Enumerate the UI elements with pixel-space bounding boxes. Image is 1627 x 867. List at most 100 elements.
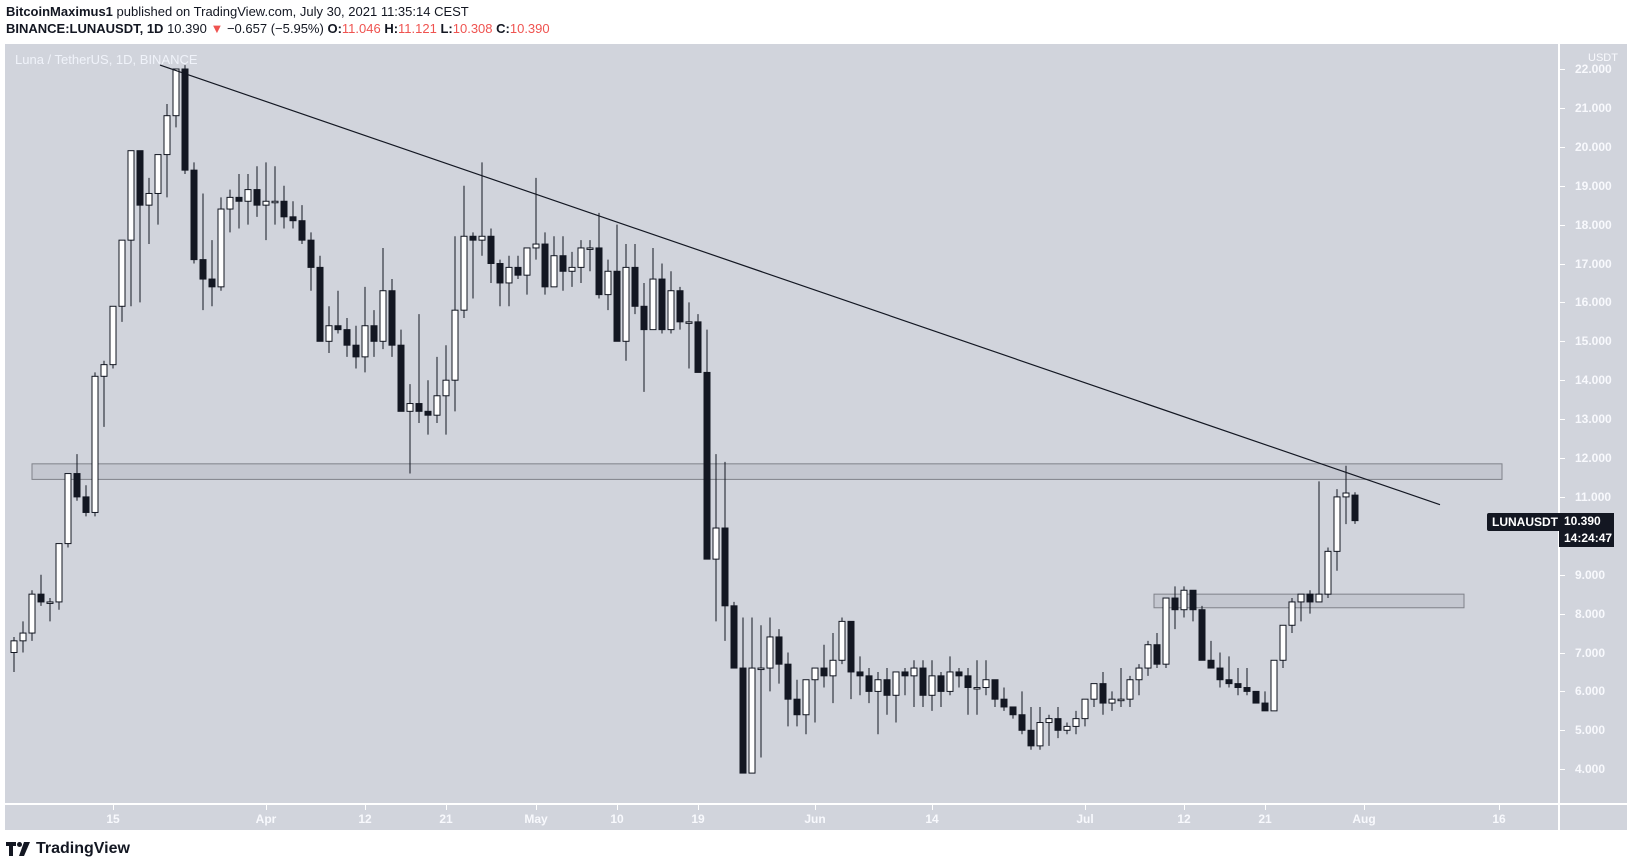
bullish-candle [1279, 624, 1287, 661]
symbol-info: BINANCE:LUNAUSDT, 1D 10.390 ▼ −0.657 (−5… [6, 21, 550, 36]
author-name[interactable]: BitcoinMaximus1 [6, 4, 113, 19]
bearish-candle [496, 263, 504, 284]
bearish-candle [1153, 644, 1161, 665]
time-tick [698, 805, 699, 810]
currency-label: USDT [1588, 52, 1618, 64]
price-tick [1560, 613, 1565, 615]
high-value: 11.121 [398, 21, 437, 36]
time-axis-label: Jun [804, 812, 826, 826]
bearish-candle [1054, 718, 1062, 731]
bullish-candle [622, 266, 630, 342]
price-tick [1560, 380, 1565, 382]
bullish-candle [829, 659, 837, 677]
bearish-candle [847, 620, 855, 673]
bullish-candle [1324, 550, 1332, 595]
bullish-candle [262, 200, 270, 206]
bearish-candle [1099, 683, 1107, 704]
publish-info: BitcoinMaximus1 published on TradingView… [6, 4, 469, 19]
price-tick [1560, 652, 1565, 654]
bullish-candle [379, 290, 387, 342]
bullish-candle [838, 620, 846, 661]
last-price-value: 10.390 [1564, 514, 1601, 528]
bearish-candle [694, 321, 702, 373]
price-axis-label: 15.000 [1575, 334, 1612, 349]
bullish-candle [478, 235, 486, 241]
bullish-candle [1315, 593, 1323, 603]
price-tick [1560, 302, 1565, 304]
bearish-candle [613, 270, 621, 342]
time-tick [1364, 805, 1365, 810]
price-tick [1560, 263, 1565, 265]
time-tick [1085, 805, 1086, 810]
bullish-candle [361, 325, 369, 358]
time-axis-label: 10 [610, 812, 624, 826]
bearish-candle [559, 255, 567, 272]
bullish-candle [1036, 722, 1044, 747]
bullish-candle [10, 640, 18, 654]
time-axis-divider [5, 803, 1627, 805]
low-label: L: [440, 21, 453, 36]
bullish-candle [685, 321, 693, 324]
resistance-zone [31, 463, 1503, 480]
bullish-candle [325, 325, 333, 342]
bearish-candle [964, 675, 972, 689]
bearish-candle [1234, 683, 1242, 689]
bearish-candle [658, 278, 666, 331]
price-axis-label: 20.000 [1575, 139, 1612, 154]
high-label: H: [384, 21, 399, 36]
bearish-candle [820, 667, 828, 677]
time-axis-label: 16 [1492, 812, 1506, 826]
bearish-candle [199, 259, 207, 280]
bullish-candle [1126, 679, 1134, 700]
bearish-candle [991, 679, 999, 700]
time-tick [1184, 805, 1185, 810]
down-arrow-icon: ▼ [210, 21, 224, 36]
bearish-candle [1216, 667, 1224, 681]
bearish-candle [514, 266, 522, 276]
time-tick [617, 805, 618, 810]
time-tick [113, 805, 114, 810]
price-axis-label: 7.000 [1575, 645, 1606, 660]
price-axis-label: 4.000 [1575, 762, 1606, 777]
bullish-candle [55, 543, 63, 603]
price-axis-label: 16.000 [1575, 295, 1612, 310]
bearish-candle [1252, 690, 1260, 704]
price-tick [1560, 185, 1565, 187]
price-axis-label: 22.000 [1575, 62, 1612, 76]
time-axis-label: Aug [1352, 812, 1376, 826]
price-axis-label: 8.000 [1575, 606, 1606, 621]
bearish-candle [541, 243, 549, 288]
open-value: 11.046 [341, 21, 381, 36]
bullish-candle [982, 679, 990, 689]
bearish-candle [298, 220, 306, 241]
price-tick [1560, 146, 1565, 148]
bearish-candle [631, 266, 639, 307]
bearish-candle [280, 200, 288, 218]
bearish-candle [856, 671, 864, 677]
bearish-candle [1018, 714, 1026, 731]
bullish-candle [145, 192, 153, 206]
price-tick [1560, 496, 1565, 498]
bullish-candle [64, 473, 72, 545]
time-tick [932, 805, 933, 810]
bullish-candle [1063, 725, 1071, 731]
time-axis-label: 12 [358, 812, 372, 826]
tradingview-brand[interactable]: TradingView [6, 840, 130, 858]
bullish-candle [91, 375, 99, 513]
bearish-candle [370, 325, 378, 342]
bullish-candle [460, 235, 468, 311]
time-axis-label: Jul [1076, 812, 1094, 826]
bullish-candle [244, 189, 252, 202]
low-value: 10.308 [452, 21, 493, 36]
bearish-candle [901, 671, 909, 677]
brand-name: TradingView [36, 840, 130, 857]
bearish-candle [739, 667, 747, 774]
bearish-candle [1306, 593, 1314, 603]
bearish-candle [181, 68, 189, 171]
bullish-candle [1108, 698, 1116, 704]
time-tick [266, 805, 267, 810]
bearish-candle [73, 473, 81, 498]
bullish-candle [451, 309, 459, 381]
bullish-candle [1333, 496, 1341, 552]
